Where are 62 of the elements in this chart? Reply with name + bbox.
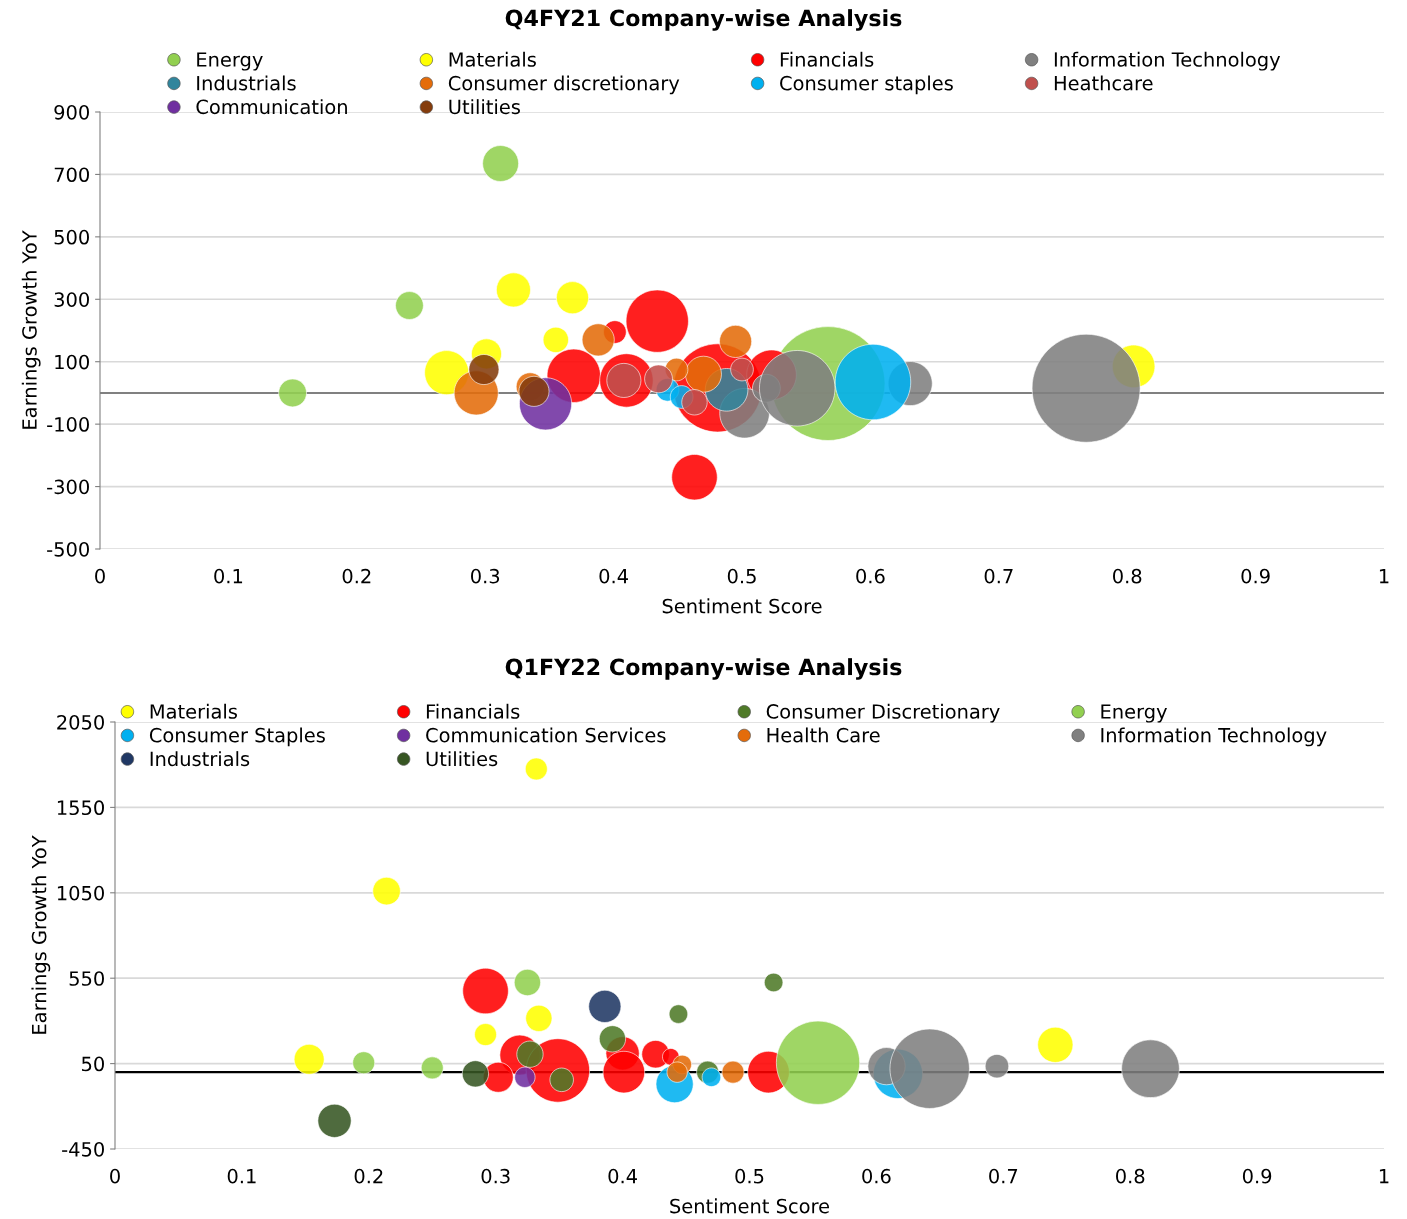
x-tick-label: 1 (1379, 569, 1389, 584)
y-tick-label: 550 (69, 971, 104, 986)
legend-label: Materials (150, 703, 237, 719)
legend-label: Heathcare (1054, 75, 1153, 91)
y-axis-title: Earnings Growth YoY (21, 230, 41, 429)
legend-label: Communication Services (426, 727, 666, 743)
legend-label: Consumer Staples (149, 727, 325, 747)
x-tick-label: 0.6 (856, 568, 885, 584)
legend-label: Health Care (767, 727, 880, 743)
y-tick-label: 1550 (57, 800, 104, 816)
legend-label: Financials (426, 703, 520, 719)
legend-label: Consumer Discretionary (766, 703, 1000, 723)
x-tick-label: 0 (95, 568, 105, 584)
chart-title: Q4FY21 Company-wise Analysis (505, 9, 902, 31)
x-tick-label: 0.1 (227, 1168, 256, 1184)
x-axis-title: Sentiment Score (662, 598, 822, 614)
legend-label: Utilities (449, 99, 520, 115)
x-tick-label: 0.9 (1242, 1168, 1272, 1184)
x-tick-label: 0.4 (599, 568, 628, 584)
y-tick-label: 900 (54, 104, 89, 120)
x-axis-title: Sentiment Score (670, 1198, 830, 1214)
x-tick-label: 0.5 (735, 1168, 764, 1184)
legend-label: Industrials (197, 75, 296, 91)
legend-label: Industrials (150, 751, 250, 767)
legend-label: Consumer staples (780, 75, 953, 95)
chart-title: Q1FY22 Company-wise Analysis (505, 658, 902, 680)
x-tick-label: 0.2 (354, 1168, 383, 1184)
y-axis-title: Earnings Growth YoY (31, 835, 51, 1034)
legend-label: Materials (449, 51, 536, 67)
legend-label: Communication (196, 99, 347, 115)
y-tick-label: 500 (54, 229, 89, 245)
y-tick-label: 300 (54, 292, 89, 307)
x-tick-label: 0.8 (1113, 568, 1142, 584)
legend-label: Consumer discretionary (448, 75, 680, 95)
legend-label: Financials (780, 51, 874, 67)
x-tick-label: 0.9 (1241, 568, 1270, 584)
legend-label: Information Technology (1054, 51, 1281, 71)
x-tick-label: 0.7 (989, 1168, 1018, 1184)
y-tick-label: 100 (55, 354, 89, 370)
x-tick-label: 0 (110, 1168, 120, 1184)
x-tick-label: 0.3 (481, 1168, 510, 1184)
x-tick-label: 0.8 (1116, 1168, 1145, 1184)
x-tick-label: 0.7 (984, 568, 1013, 584)
legend-label: Utilities (426, 751, 498, 767)
y-tick-label: -300 (47, 479, 89, 495)
y-tick-label: 700 (54, 167, 89, 183)
x-tick-label: 0.4 (608, 1168, 637, 1184)
x-tick-label: 0.1 (214, 568, 243, 584)
y-tick-label: 2050 (57, 714, 104, 730)
y-tick-label: 50 (82, 1056, 104, 1072)
y-tick-label: -500 (47, 541, 89, 557)
x-tick-label: 0.6 (862, 1168, 891, 1184)
x-tick-label: 0.5 (727, 568, 756, 584)
x-tick-label: 1 (1379, 1169, 1389, 1184)
legend-label: Information Technology (1101, 727, 1327, 747)
legend-label: Energy (1101, 704, 1167, 723)
y-tick-label: 1050 (57, 885, 104, 901)
x-tick-label: 0.3 (471, 568, 500, 584)
legend-label: Energy (197, 52, 263, 71)
y-tick-label: -450 (62, 1141, 104, 1157)
x-tick-label: 0.2 (342, 568, 371, 584)
y-tick-label: -100 (47, 417, 89, 432)
